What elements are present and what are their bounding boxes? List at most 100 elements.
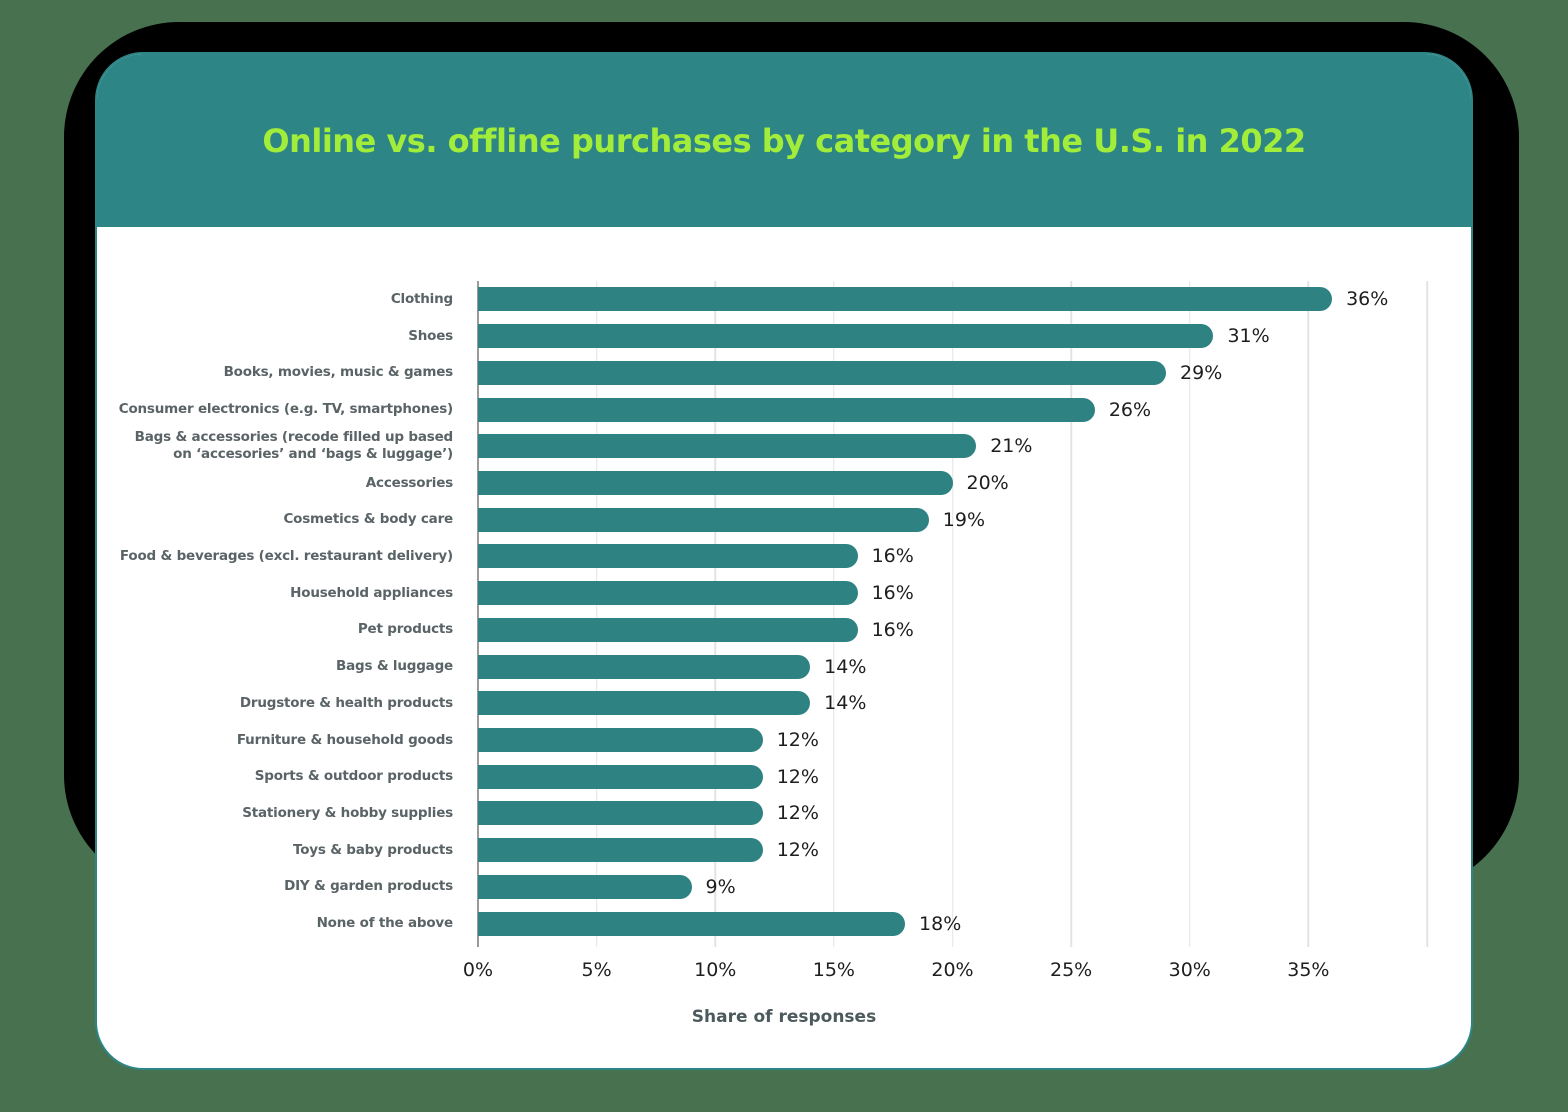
bar-track: 21% bbox=[478, 428, 1427, 465]
bar-row: Household appliances 16% bbox=[97, 575, 1471, 612]
value-label: 14% bbox=[824, 692, 867, 715]
value-label: 16% bbox=[871, 545, 914, 568]
category-label: Cosmetics & body care bbox=[283, 511, 453, 528]
bar-row: Cosmetics & body care 19% bbox=[97, 501, 1471, 538]
value-label: 31% bbox=[1227, 325, 1270, 348]
bar-row: Bags & accessories (recode filled up bas… bbox=[97, 428, 1471, 465]
bar-track: 20% bbox=[478, 465, 1427, 502]
x-axis-tick: 35% bbox=[1287, 958, 1330, 981]
bar-track: 26% bbox=[478, 391, 1427, 428]
bar bbox=[478, 397, 1095, 422]
bar bbox=[478, 654, 811, 679]
bar-track: 14% bbox=[478, 685, 1427, 722]
bar bbox=[478, 838, 763, 863]
bar-track: 12% bbox=[478, 832, 1427, 869]
bar bbox=[478, 764, 763, 789]
bar-track: 31% bbox=[478, 318, 1427, 355]
category-label: Toys & baby products bbox=[293, 841, 453, 858]
x-axis-tick: 15% bbox=[812, 958, 855, 981]
value-label: 9% bbox=[705, 875, 736, 898]
bar bbox=[478, 691, 811, 716]
value-label: 16% bbox=[871, 582, 914, 605]
chart-header: Online vs. offline purchases by category… bbox=[97, 54, 1471, 227]
bar-track: 18% bbox=[478, 905, 1427, 942]
value-label: 12% bbox=[776, 839, 819, 862]
x-axis-tick: 30% bbox=[1168, 958, 1211, 981]
bar bbox=[478, 874, 692, 899]
bar-row: Furniture & household goods 12% bbox=[97, 722, 1471, 759]
bar bbox=[478, 434, 977, 459]
category-label: Bags & accessories (recode filled up bas… bbox=[134, 429, 454, 463]
x-axis-label: Share of responses bbox=[691, 1006, 877, 1027]
bar bbox=[478, 801, 763, 826]
bar bbox=[478, 324, 1214, 349]
category-label: Furniture & household goods bbox=[236, 731, 453, 748]
category-label: Drugstore & health products bbox=[239, 694, 453, 711]
bar-track: 36% bbox=[478, 281, 1427, 318]
bar-row: DIY & garden products 9% bbox=[97, 869, 1471, 906]
bar-row: Consumer electronics (e.g. TV, smartphon… bbox=[97, 391, 1471, 428]
bar-chart: Clothing 36% Shoes 31% Books, movies, mu… bbox=[97, 281, 1471, 1027]
value-label: 14% bbox=[824, 655, 867, 678]
bar-row: Shoes 31% bbox=[97, 318, 1471, 355]
category-label: Pet products bbox=[357, 621, 453, 638]
bar-track: 19% bbox=[478, 501, 1427, 538]
chart-title: Online vs. offline purchases by category… bbox=[262, 121, 1306, 160]
bar bbox=[478, 287, 1333, 312]
value-label: 36% bbox=[1346, 288, 1389, 311]
bar-row: Clothing 36% bbox=[97, 281, 1471, 318]
bar-row: Pet products 16% bbox=[97, 611, 1471, 648]
bar bbox=[478, 581, 858, 606]
category-label: Consumer electronics (e.g. TV, smartphon… bbox=[118, 401, 453, 418]
value-label: 12% bbox=[776, 728, 819, 751]
x-axis-tick: 5% bbox=[581, 958, 612, 981]
bar bbox=[478, 617, 858, 642]
value-label: 16% bbox=[871, 618, 914, 641]
category-label: None of the above bbox=[316, 915, 454, 932]
bar bbox=[478, 360, 1167, 385]
category-label: Sports & outdoor products bbox=[254, 768, 453, 785]
bar-track: 14% bbox=[478, 648, 1427, 685]
x-axis-tick: 10% bbox=[694, 958, 737, 981]
bar-row: Stationery & hobby supplies 12% bbox=[97, 795, 1471, 832]
category-label: Books, movies, music & games bbox=[223, 364, 454, 381]
bar-track: 29% bbox=[478, 354, 1427, 391]
bar bbox=[478, 507, 929, 532]
x-axis-tick: 20% bbox=[931, 958, 974, 981]
category-label: Shoes bbox=[408, 327, 453, 344]
value-label: 21% bbox=[990, 435, 1033, 458]
bar-track: 9% bbox=[478, 869, 1427, 906]
category-label: Stationery & hobby supplies bbox=[242, 804, 453, 821]
value-label: 29% bbox=[1180, 361, 1223, 384]
category-label: Accessories bbox=[365, 474, 453, 491]
bar-rows: Clothing 36% Shoes 31% Books, movies, mu… bbox=[97, 281, 1471, 947]
x-axis-tick: 25% bbox=[1050, 958, 1093, 981]
bar bbox=[478, 727, 763, 752]
bar-track: 16% bbox=[478, 575, 1427, 612]
bar-row: Food & beverages (excl. restaurant deliv… bbox=[97, 538, 1471, 575]
value-label: 20% bbox=[966, 471, 1009, 494]
category-label: Clothing bbox=[390, 290, 453, 307]
bar bbox=[478, 544, 858, 569]
bar-row: None of the above 18% bbox=[97, 905, 1471, 942]
category-label: DIY & garden products bbox=[284, 878, 453, 895]
bar bbox=[478, 911, 906, 936]
bar-track: 12% bbox=[478, 795, 1427, 832]
bar-row: Accessories 20% bbox=[97, 465, 1471, 502]
bar-row: Drugstore & health products 14% bbox=[97, 685, 1471, 722]
x-axis-ticks: 0% 5% 10% 15% 20% 25% 30% 35% bbox=[463, 947, 1427, 993]
x-axis-tick: 0% bbox=[462, 958, 494, 981]
value-label: 19% bbox=[942, 508, 985, 531]
bar-track: 12% bbox=[478, 722, 1427, 759]
bar-track: 12% bbox=[478, 758, 1427, 795]
bar-row: Toys & baby products 12% bbox=[97, 832, 1471, 869]
bar-track: 16% bbox=[478, 538, 1427, 575]
bar bbox=[478, 470, 953, 495]
bar-track: 16% bbox=[478, 611, 1427, 648]
category-label: Bags & luggage bbox=[336, 658, 453, 675]
category-label: Household appliances bbox=[290, 584, 453, 601]
bar-row: Bags & luggage 14% bbox=[97, 648, 1471, 685]
value-label: 26% bbox=[1108, 398, 1152, 421]
bar-row: Books, movies, music & games 29% bbox=[97, 354, 1471, 391]
